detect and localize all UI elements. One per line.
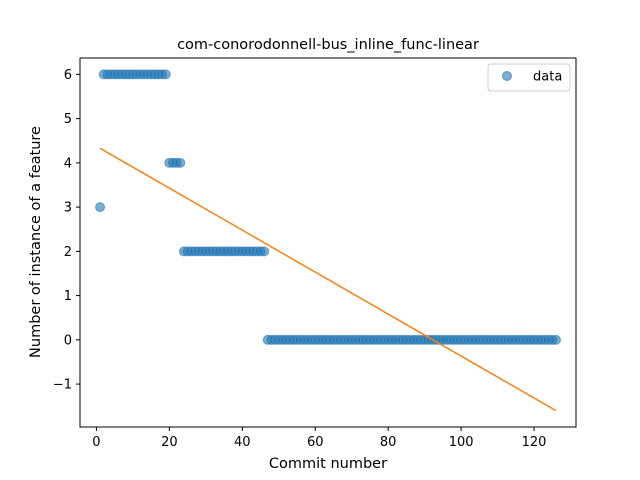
data-point (175, 157, 186, 168)
y-tick-label: 4 (64, 156, 72, 171)
axes-frame (79, 57, 577, 428)
data-point (550, 334, 561, 345)
x-tick-label: 40 (234, 435, 251, 450)
data-point (259, 246, 270, 257)
points-layer (95, 69, 561, 345)
fit-line (99, 147, 557, 412)
x-tick-label: 0 (92, 435, 100, 450)
x-tick-label: 100 (449, 435, 474, 450)
x-ticks: 0 20 40 60 80 100 120 (92, 427, 546, 450)
y-axis-label: Number of instance of a feature (28, 126, 44, 358)
x-tick-label: 120 (522, 435, 547, 450)
y-tick-label: −1 (53, 378, 72, 393)
y-tick-label: 3 (64, 201, 72, 216)
fit-layer (99, 147, 557, 412)
y-tick-label: 5 (64, 112, 72, 127)
x-tick-label: 80 (380, 435, 397, 450)
y-tick-label: 2 (64, 245, 72, 260)
x-axis-label: Commit number (269, 456, 387, 472)
data-point (160, 69, 171, 80)
y-tick-label: 0 (64, 333, 72, 348)
data-point (95, 202, 106, 213)
y-ticks: −1 0 1 2 3 4 5 6 (53, 68, 80, 393)
y-tick-label: 1 (64, 289, 72, 304)
legend-label: data (533, 70, 562, 85)
chart-title: com-conorodonnell-bus_inline_func-linear (177, 37, 479, 53)
x-tick-label: 20 (161, 435, 178, 450)
x-tick-label: 60 (307, 435, 324, 450)
legend: data (487, 63, 571, 92)
y-tick-label: 6 (64, 68, 72, 83)
legend-box (487, 63, 571, 92)
legend-marker (502, 71, 512, 81)
